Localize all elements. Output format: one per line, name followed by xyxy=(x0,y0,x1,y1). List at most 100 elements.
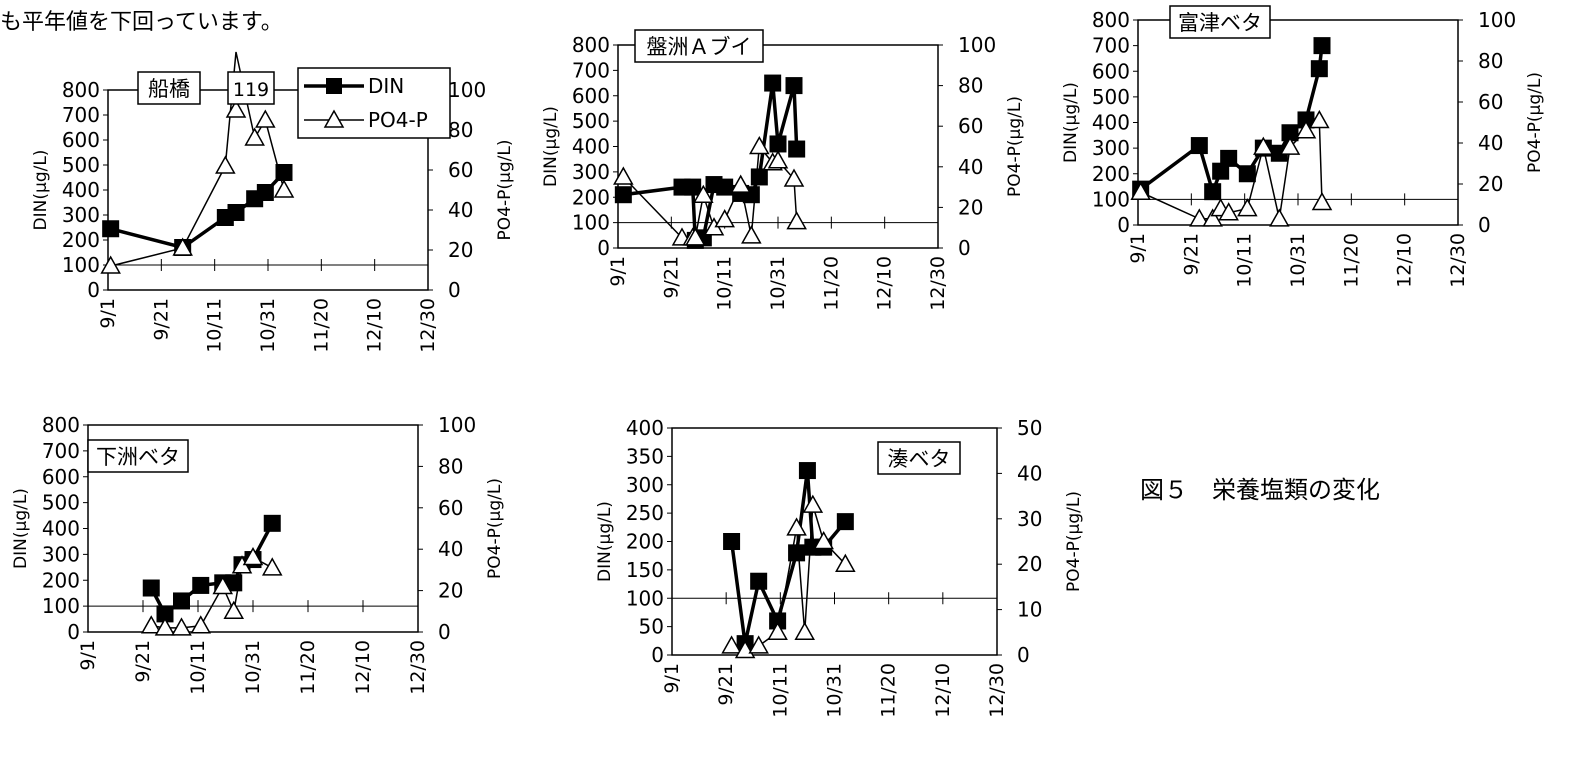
y-tick-label: 300 xyxy=(42,542,80,566)
x-tick-label: 12/30 xyxy=(927,256,949,311)
chart-title-box xyxy=(87,439,189,473)
y-tick-label: 300 xyxy=(1092,136,1130,160)
legend-label-po4: PO4-P xyxy=(368,108,428,132)
po4-point xyxy=(261,557,283,576)
y2-tick-label: 40 xyxy=(1478,131,1503,155)
po4-point xyxy=(1253,136,1274,155)
y-tick-label: 800 xyxy=(42,413,80,437)
x-tick-label: 10/31 xyxy=(767,256,789,311)
series-line-din xyxy=(1139,45,1324,198)
y-tick-label: 300 xyxy=(626,473,664,497)
x-tick-label: 12/30 xyxy=(986,663,1008,718)
y2-tick-label: 40 xyxy=(958,155,983,179)
po4-point xyxy=(748,635,769,654)
po4-point xyxy=(767,150,789,169)
x-tick-label: 9/21 xyxy=(715,663,737,706)
y-tick-label: 0 xyxy=(651,643,664,667)
po4-point xyxy=(749,135,770,155)
y-tick-label: 200 xyxy=(572,185,610,209)
chart-title: 船橋 xyxy=(148,77,190,101)
y-tick-label: 200 xyxy=(626,530,664,554)
din-point xyxy=(750,168,768,186)
x-tick-label: 11/20 xyxy=(1340,233,1362,288)
y-tick-label: 700 xyxy=(42,439,80,463)
x-tick-label: 10/31 xyxy=(824,663,846,718)
y2-tick-label: 40 xyxy=(438,537,463,561)
x-tick-label: 10/11 xyxy=(187,640,209,695)
y-tick-label: 600 xyxy=(1092,59,1130,83)
y2-tick-label: 40 xyxy=(1017,461,1042,485)
y2-tick-label: 20 xyxy=(448,238,473,262)
y-tick-label: 200 xyxy=(62,228,100,252)
y2-tick-label: 80 xyxy=(448,118,473,142)
x-tick-label: 9/1 xyxy=(607,256,629,287)
y-tick-label: 800 xyxy=(572,33,610,57)
din-point xyxy=(723,533,741,550)
po4-point xyxy=(215,155,236,174)
chart-title: 湊ベタ xyxy=(888,447,951,471)
po4-point xyxy=(1311,191,1333,211)
legend-label-din: DIN xyxy=(368,74,404,98)
y-tick-label: 400 xyxy=(572,135,610,159)
din-point xyxy=(750,572,768,590)
y-axis-label: DIN(μg/L) xyxy=(31,150,51,231)
y-tick-label: 0 xyxy=(1117,213,1130,237)
y-tick-label: 800 xyxy=(1092,8,1130,32)
top-caption: も平年値を下回っています。 xyxy=(0,10,283,35)
din-point xyxy=(142,579,160,597)
po4-point xyxy=(767,621,788,641)
y2-tick-label: 100 xyxy=(1478,8,1516,32)
din-point xyxy=(173,592,190,610)
chart-title: 盤洲Ａブイ xyxy=(647,35,752,59)
po4-point xyxy=(613,166,634,185)
y-tick-label: 0 xyxy=(597,236,610,260)
po4-point xyxy=(244,127,265,146)
po4-point xyxy=(154,617,176,636)
po4-point xyxy=(171,617,192,636)
x-tick-label: 9/1 xyxy=(97,298,119,329)
din-point xyxy=(798,462,816,480)
y-tick-label: 500 xyxy=(42,491,80,515)
po4-point xyxy=(1130,181,1151,200)
y2-axis-label: PO4-P(μg/L) xyxy=(1525,72,1545,173)
x-tick-label: 11/20 xyxy=(878,663,900,718)
x-tick-label: 12/10 xyxy=(1394,233,1416,288)
x-tick-label: 10/11 xyxy=(204,298,226,353)
po4-point xyxy=(1218,202,1239,221)
po4-point xyxy=(1189,208,1210,227)
din-point xyxy=(785,77,803,95)
x-tick-label: 9/1 xyxy=(77,640,99,671)
po4-point xyxy=(1279,136,1301,155)
y2-tick-label: 0 xyxy=(958,236,971,260)
po4-point xyxy=(835,553,856,572)
po4-point xyxy=(212,575,234,595)
y-tick-label: 400 xyxy=(626,416,664,440)
po4-point xyxy=(741,225,762,244)
din-point xyxy=(1310,60,1328,78)
y2-tick-label: 20 xyxy=(958,195,983,219)
din-point xyxy=(263,514,281,532)
din-point xyxy=(836,513,854,531)
x-tick-label: 11/20 xyxy=(310,298,332,353)
po4-point xyxy=(190,615,212,634)
y-tick-label: 350 xyxy=(626,444,664,468)
chart-title: 下洲ベタ xyxy=(96,445,180,469)
po4-point xyxy=(223,600,245,620)
po4-point xyxy=(786,517,807,536)
y2-tick-label: 80 xyxy=(438,454,463,478)
y-tick-label: 100 xyxy=(626,586,664,610)
y-tick-label: 600 xyxy=(62,128,100,152)
x-tick-label: 12/10 xyxy=(932,663,954,718)
y-axis-label: DIN(μg/L) xyxy=(1061,82,1081,163)
y-tick-label: 0 xyxy=(67,620,80,644)
chart-panel-2: 9/1 9/21 10/11 10/31 11/20 12/10 12/3001002003… xyxy=(541,29,1025,311)
x-tick-label: 9/21 xyxy=(1180,233,1202,276)
po4-point xyxy=(786,211,807,230)
y2-tick-label: 100 xyxy=(448,78,486,102)
chart-panel-1: 9/1 9/21 10/11 10/31 11/20 12/10 12/3001002003… xyxy=(31,51,515,353)
po4-point xyxy=(100,255,121,274)
y-tick-label: 100 xyxy=(62,253,100,277)
y-tick-label: 700 xyxy=(62,103,100,127)
y-tick-label: 500 xyxy=(1092,85,1130,109)
